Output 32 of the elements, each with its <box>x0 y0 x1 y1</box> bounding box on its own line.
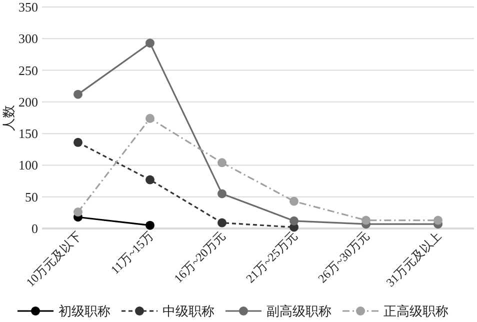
point <box>218 158 226 168</box>
x-tick-label: 26万~30万元 <box>315 228 372 286</box>
x-tick-label: 21万~25万元 <box>243 228 300 286</box>
point <box>146 220 154 230</box>
y-tick-label: 0 <box>32 221 38 236</box>
y-axis-title: 人数 <box>1 104 16 131</box>
point <box>362 216 370 225</box>
y-tick-label: 300 <box>18 31 38 46</box>
point <box>74 208 82 217</box>
point <box>146 38 154 48</box>
point <box>74 138 82 147</box>
legend-label: 中级职称 <box>162 304 214 318</box>
point <box>218 189 226 198</box>
y-tick-label: 200 <box>18 94 38 110</box>
legend-label: 副高级职称 <box>266 304 332 318</box>
y-tick-label: 250 <box>18 62 38 78</box>
y-tick-label: 350 <box>18 0 38 14</box>
point <box>74 90 82 99</box>
legend-label: 初级职称 <box>58 304 110 318</box>
point <box>434 216 442 225</box>
x-tick-label: 16万~20万元 <box>171 228 228 286</box>
point <box>146 114 154 123</box>
y-tick-label: 150 <box>18 126 38 142</box>
x-tick-label: 31万元及以上 <box>383 228 444 290</box>
y-tick-label: 50 <box>25 189 38 204</box>
point <box>290 216 298 226</box>
legend-label: 正高级职称 <box>384 304 448 318</box>
point <box>146 175 154 184</box>
x-tick-label: 11万~15万 <box>108 228 156 277</box>
point <box>218 218 226 228</box>
point <box>290 196 298 206</box>
y-tick-label: 100 <box>18 158 38 173</box>
